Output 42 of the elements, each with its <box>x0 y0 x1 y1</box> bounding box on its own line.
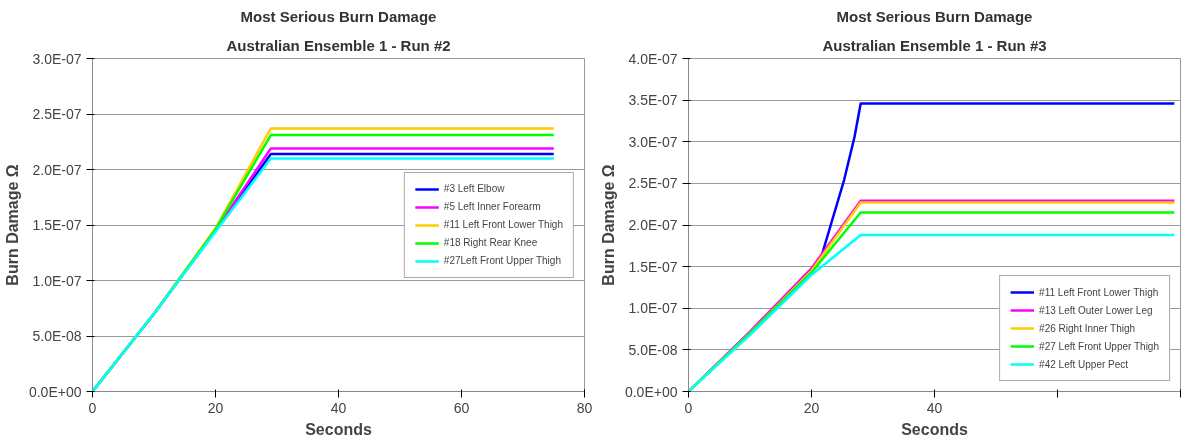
y-axis-title: Burn Damage Ω <box>3 164 21 286</box>
chart-subtitle: Australian Ensemble 1 - Run #3 <box>822 36 1047 54</box>
x-tick-label: 0 <box>88 399 97 416</box>
x-tick-label: 60 <box>453 399 470 416</box>
y-tick-label: 0.0E+00 <box>624 383 678 400</box>
y-tick-label: 1.5E-07 <box>32 217 82 233</box>
legend-label: #11 Left Front Lower Thigh <box>443 218 563 231</box>
legend-label: #13 Left Outer Lower Leg <box>1039 304 1153 316</box>
y-tick-label: 2.5E-07 <box>32 106 82 122</box>
y-axis-title: Burn Damage Ω <box>599 164 617 286</box>
y-tick-label: 2.5E-07 <box>628 175 678 192</box>
legend-label: #18 Right Rear Knee <box>443 236 538 249</box>
chart-title: Most Serious Burn Damage <box>836 7 1033 25</box>
y-tick-label: 2.0E-07 <box>32 161 82 178</box>
y-tick-label: 1.5E-07 <box>628 258 678 275</box>
y-tick-label: 3.5E-07 <box>628 92 678 109</box>
legend-label: #26 Right Inner Thigh <box>1039 322 1136 334</box>
y-tick-label: 5.0E-08 <box>628 341 678 358</box>
legend-label: #42 Left Upper Pect <box>1039 358 1129 370</box>
chart-subtitle: Australian Ensemble 1 - Run #2 <box>226 36 451 54</box>
x-tick-label: 20 <box>803 399 820 416</box>
y-tick-label: 2.0E-07 <box>628 217 678 233</box>
x-tick-label: 20 <box>207 399 224 416</box>
y-tick-label: 3.0E-07 <box>32 50 82 67</box>
x-axis-title: Seconds <box>901 420 968 438</box>
chart-title: Most Serious Burn Damage <box>240 7 437 25</box>
legend-label: #27 Left Front Upper Thigh <box>1039 340 1159 352</box>
x-tick-label: 40 <box>330 399 347 416</box>
y-tick-label: 4.0E-07 <box>628 50 678 67</box>
x-tick-label: 80 <box>576 399 593 416</box>
x-tick-label: 0 <box>684 399 693 416</box>
y-tick-label: 1.0E-07 <box>32 272 82 289</box>
legend-label: #3 Left Elbow <box>443 182 505 195</box>
y-tick-label: 3.0E-07 <box>628 133 678 150</box>
legend-label: #11 Left Front Lower Thigh <box>1039 286 1159 298</box>
x-tick-label: 40 <box>926 399 943 416</box>
y-tick-label: 1.0E-07 <box>628 300 678 317</box>
legend-label: #27Left Front Upper Thigh <box>443 254 561 267</box>
y-tick-label: 5.0E-08 <box>32 328 82 344</box>
y-tick-label: 0.0E+00 <box>28 383 82 400</box>
legend-label: #5 Left Inner Forearm <box>443 200 541 213</box>
x-axis-title: Seconds <box>305 420 372 438</box>
